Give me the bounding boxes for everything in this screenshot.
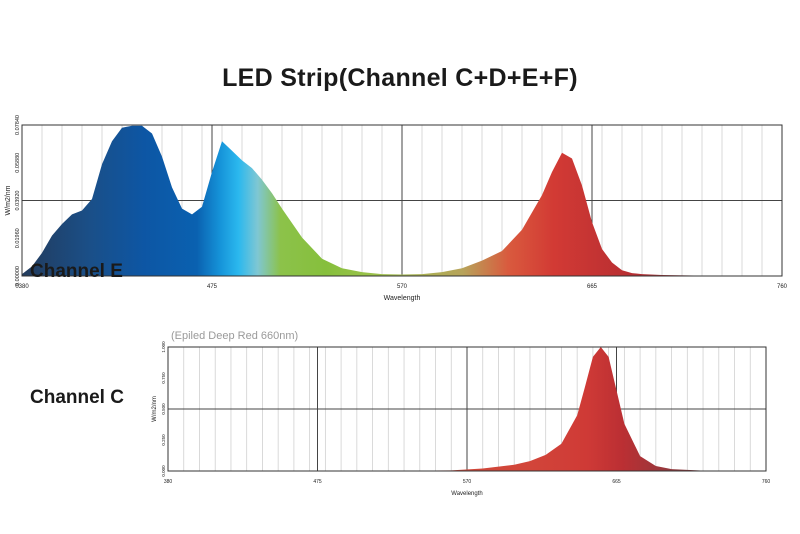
- y-tick-label: 0.000: [161, 465, 166, 477]
- x-axis-label: Wavelength: [384, 295, 421, 302]
- spectrum-area: [22, 125, 782, 276]
- y-tick-label: 0.750: [161, 372, 166, 384]
- chart-subtitle: (Epiled Deep Red 660nm): [171, 330, 299, 342]
- x-tick-label: 570: [463, 479, 472, 485]
- y-tick-label: 0.03920: [15, 191, 21, 211]
- chart-title: LED Strip(Channel C+D+E+F): [222, 64, 578, 92]
- y-tick-label: 0.01960: [15, 228, 21, 248]
- y-tick-label: 0.05880: [15, 153, 21, 173]
- x-tick-label: 665: [612, 479, 621, 485]
- channel-c-label: Channel C: [30, 387, 124, 408]
- channel-e-label: Channel E: [30, 261, 123, 278]
- x-axis-label: Wavelength: [451, 491, 482, 497]
- x-tick-label: 760: [777, 284, 788, 290]
- y-axis-label: W/m2/nm: [152, 396, 158, 422]
- x-tick-label: 380: [164, 479, 173, 485]
- y-tick-label: 0.00000: [15, 266, 21, 286]
- y-tick-label: 1.000: [161, 341, 166, 353]
- plot-frame: [21, 124, 783, 277]
- x-tick-label: 760: [762, 479, 771, 485]
- top-spectrum-chart: 0380 475 570 665 760 0.00000 0.01960 0.03920 0.0…: [5, 115, 788, 302]
- x-tick-label: 0380: [15, 284, 29, 290]
- x-tick-label: 475: [313, 479, 322, 485]
- y-axis-label: W/m2/nm: [5, 185, 12, 215]
- x-tick-label: 570: [397, 284, 408, 290]
- x-tick-label: 665: [587, 284, 598, 290]
- x-tick-label: 475: [207, 284, 218, 290]
- y-tick-label: 0.07840: [15, 115, 21, 135]
- spectrum-area: [168, 347, 766, 471]
- y-tick-label: 0.250: [161, 434, 166, 446]
- plot-frame: [167, 346, 767, 472]
- bottom-spectrum-chart: 380 475 570 665 760 0.000 0.250 0.500 0.750 1.000…: [152, 341, 770, 497]
- y-tick-label: 0.500: [161, 403, 166, 415]
